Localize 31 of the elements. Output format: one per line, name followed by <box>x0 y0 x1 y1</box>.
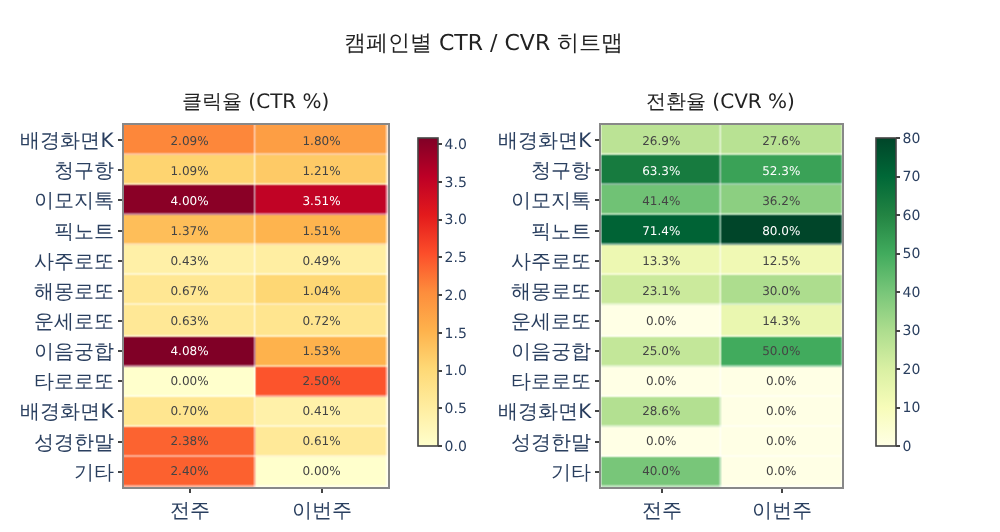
y-tick-label: 배경화면K <box>498 131 593 154</box>
y-tick-label: 해몽로또 <box>511 281 592 304</box>
chart-subtitle: 전환율 (CVR %) <box>646 92 796 114</box>
y-tick-label: 운세로또 <box>511 312 592 334</box>
y-tick-label: 배경화면K <box>20 402 115 425</box>
y-tick-label: 배경화면K <box>20 131 115 154</box>
x-tick-label: 이번주 <box>292 500 353 523</box>
y-tick-label: 기타 <box>551 462 592 485</box>
y-tick-label: 배경화면K <box>498 402 593 425</box>
y-tick-label: 해몽로또 <box>33 281 114 304</box>
y-tick-label: 청구항 <box>531 161 592 184</box>
y-tick-label: 사주로또 <box>511 251 592 274</box>
y-tick-label: 성경한말 <box>511 432 592 455</box>
y-tick-label: 픽노트 <box>531 221 592 244</box>
x-tick-label: 이번주 <box>752 500 813 523</box>
y-tick-label: 타로로또 <box>33 372 114 395</box>
y-tick-label: 이음궁합 <box>33 342 114 365</box>
y-tick-label: 타로로또 <box>511 372 592 395</box>
y-tick-label: 사주로또 <box>33 251 114 274</box>
x-tick-label: 전주 <box>169 500 210 523</box>
y-tick-label: 운세로또 <box>33 312 114 334</box>
y-tick-label: 픽노트 <box>53 221 114 244</box>
chart-subtitle: 클릭율 (CTR %) <box>182 92 330 114</box>
y-tick-label: 청구항 <box>53 161 114 184</box>
y-tick-label: 기타 <box>73 462 114 485</box>
text: 캠페인별 CTR / CVR 히트맵 <box>344 30 624 56</box>
y-tick-label: 성경한말 <box>33 432 114 455</box>
x-tick-label: 전주 <box>641 500 682 523</box>
y-tick-label: 이모지톡 <box>33 191 114 214</box>
y-tick-label: 이모지톡 <box>511 191 592 214</box>
y-tick-label: 이음궁합 <box>511 342 592 365</box>
